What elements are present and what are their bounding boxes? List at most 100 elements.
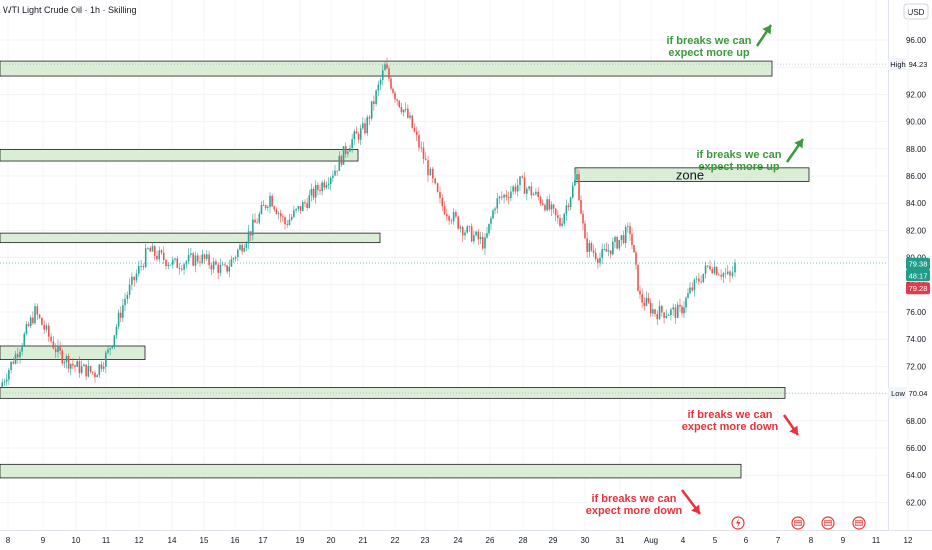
candle-body <box>652 309 654 314</box>
candle-body <box>498 196 501 199</box>
annotation-arrow-head <box>794 139 803 149</box>
candle-body <box>461 226 464 236</box>
high-value-group: 94.23 <box>906 58 930 71</box>
candle-body <box>105 352 107 367</box>
zone-bottom <box>0 463 742 479</box>
candle-body <box>160 250 163 253</box>
candle-body <box>475 231 477 236</box>
candle-body <box>729 271 731 276</box>
x-tick-label: 4 <box>681 536 686 545</box>
annotation-line2: expect more down <box>682 421 779 433</box>
x-tick-label: 26 <box>486 536 495 545</box>
annotation-line2: expect more down <box>586 505 683 517</box>
candle-body <box>319 189 321 192</box>
candle-body <box>98 364 101 376</box>
event-icons <box>731 516 866 530</box>
currency-badge[interactable]: USD <box>903 3 929 20</box>
candle-body <box>314 184 317 198</box>
candle-body <box>616 237 618 249</box>
candle-body <box>726 271 729 274</box>
x-tick-label: Aug <box>644 536 658 545</box>
flag-us-icon[interactable] <box>821 516 835 530</box>
candle-body <box>317 184 319 190</box>
flag-us-icon[interactable] <box>852 516 866 530</box>
candle-body <box>609 250 612 255</box>
candle-body <box>91 371 94 373</box>
zone-mid <box>0 232 381 244</box>
candle-body <box>353 131 356 140</box>
candle-body <box>654 309 656 315</box>
candle-body <box>530 186 533 196</box>
candle-body <box>576 174 578 180</box>
candle-body <box>342 146 345 165</box>
candle-body <box>514 186 517 192</box>
candle-body <box>16 354 19 358</box>
candle-body <box>459 226 462 229</box>
candle-body <box>681 306 683 314</box>
zones-layer: zone <box>0 60 810 479</box>
candle-body <box>142 265 145 268</box>
candle-body <box>582 213 584 224</box>
lightning-icon[interactable] <box>731 516 745 530</box>
candle-body <box>601 249 603 258</box>
candle-body <box>325 185 328 188</box>
x-tick-label: 11 <box>102 536 111 545</box>
flag-us-icon[interactable] <box>791 516 805 530</box>
y-tick-label: 66.00 <box>906 444 927 453</box>
candle-body <box>158 250 161 260</box>
candle-body <box>457 216 459 229</box>
candle-body <box>264 205 267 208</box>
candle-body <box>411 115 414 128</box>
candle-body <box>234 257 237 259</box>
candle-body <box>434 178 436 184</box>
candle-body <box>194 255 197 266</box>
candle-body <box>147 248 149 249</box>
candle-body <box>306 203 308 209</box>
candle-body <box>370 101 373 119</box>
candle-body <box>656 314 659 320</box>
annotation-line2: expect more up <box>668 47 750 59</box>
time-axis[interactable]: 8 9 10 11 12 14 15 16 17 19 20 21 22 23 24 26 28 29 30 31 Au… <box>6 536 913 545</box>
candle-body <box>424 158 427 161</box>
x-tick-label: 29 <box>549 536 558 545</box>
candle-body <box>402 109 405 113</box>
candle-body <box>633 245 635 253</box>
candle-body <box>567 205 570 208</box>
high-tag: High <box>890 60 905 69</box>
candle-body <box>323 182 326 188</box>
candle-body <box>247 231 250 244</box>
candle-body <box>658 305 661 320</box>
annotation-arrow-head <box>789 425 798 435</box>
candle-body <box>706 265 709 267</box>
candle-body <box>133 276 135 281</box>
candle-body <box>672 307 674 310</box>
candle-body <box>484 237 486 249</box>
candle-body <box>169 264 172 266</box>
candle-body <box>89 365 92 372</box>
candle-body <box>420 147 423 149</box>
candle-body <box>52 341 55 349</box>
candle-body <box>192 253 194 266</box>
candle-body <box>267 206 269 208</box>
candle-body <box>676 304 679 318</box>
candle-body <box>698 278 700 282</box>
y-tick-label: 90.00 <box>906 118 927 127</box>
candle-body <box>597 259 599 263</box>
candle-body <box>312 188 315 198</box>
candle-body <box>486 233 488 238</box>
candle-body <box>304 202 306 204</box>
candle-body <box>327 183 330 186</box>
candle-body <box>685 297 687 308</box>
candle-body <box>550 204 553 210</box>
candle-body <box>452 212 455 222</box>
x-tick-label: 10 <box>72 536 81 545</box>
candle-body <box>448 216 450 221</box>
annotation-line1: if breaks we can <box>688 409 773 421</box>
candle-body <box>446 214 448 217</box>
candle-body <box>441 198 444 207</box>
candle-body <box>359 128 362 140</box>
candle-body <box>119 312 122 318</box>
candle-body <box>722 273 725 277</box>
candle-body <box>427 160 429 176</box>
